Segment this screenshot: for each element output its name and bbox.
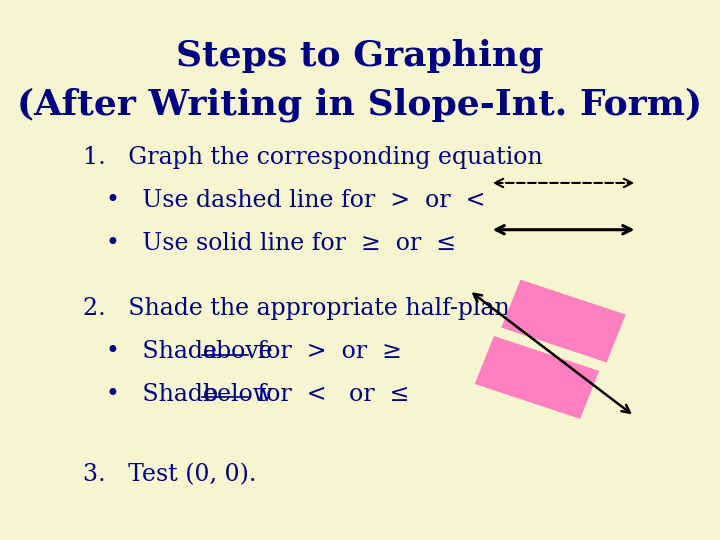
Text: •   Shade: • Shade [107, 383, 225, 406]
Text: (After Writing in Slope-Int. Form): (After Writing in Slope-Int. Form) [17, 87, 703, 122]
Text: 3.   Test (0, 0).: 3. Test (0, 0). [83, 463, 256, 487]
Polygon shape [501, 280, 626, 362]
Text: 2.   Shade the appropriate half-plane: 2. Shade the appropriate half-plane [83, 297, 523, 320]
Text: •   Use dashed line for  >  or  <: • Use dashed line for > or < [107, 190, 486, 212]
Text: •   Use solid line for  ≥  or  ≤: • Use solid line for ≥ or ≤ [107, 232, 456, 255]
Text: 1.   Graph the corresponding equation: 1. Graph the corresponding equation [83, 146, 542, 170]
Text: above: above [202, 340, 273, 363]
Text: •   Shade: • Shade [107, 340, 225, 363]
Text: below: below [202, 383, 274, 406]
Polygon shape [474, 336, 599, 419]
Text: for  <   or  ≤: for < or ≤ [250, 383, 409, 406]
Text: for  >  or  ≥: for > or ≥ [250, 340, 402, 363]
Text: Steps to Graphing: Steps to Graphing [176, 39, 544, 73]
